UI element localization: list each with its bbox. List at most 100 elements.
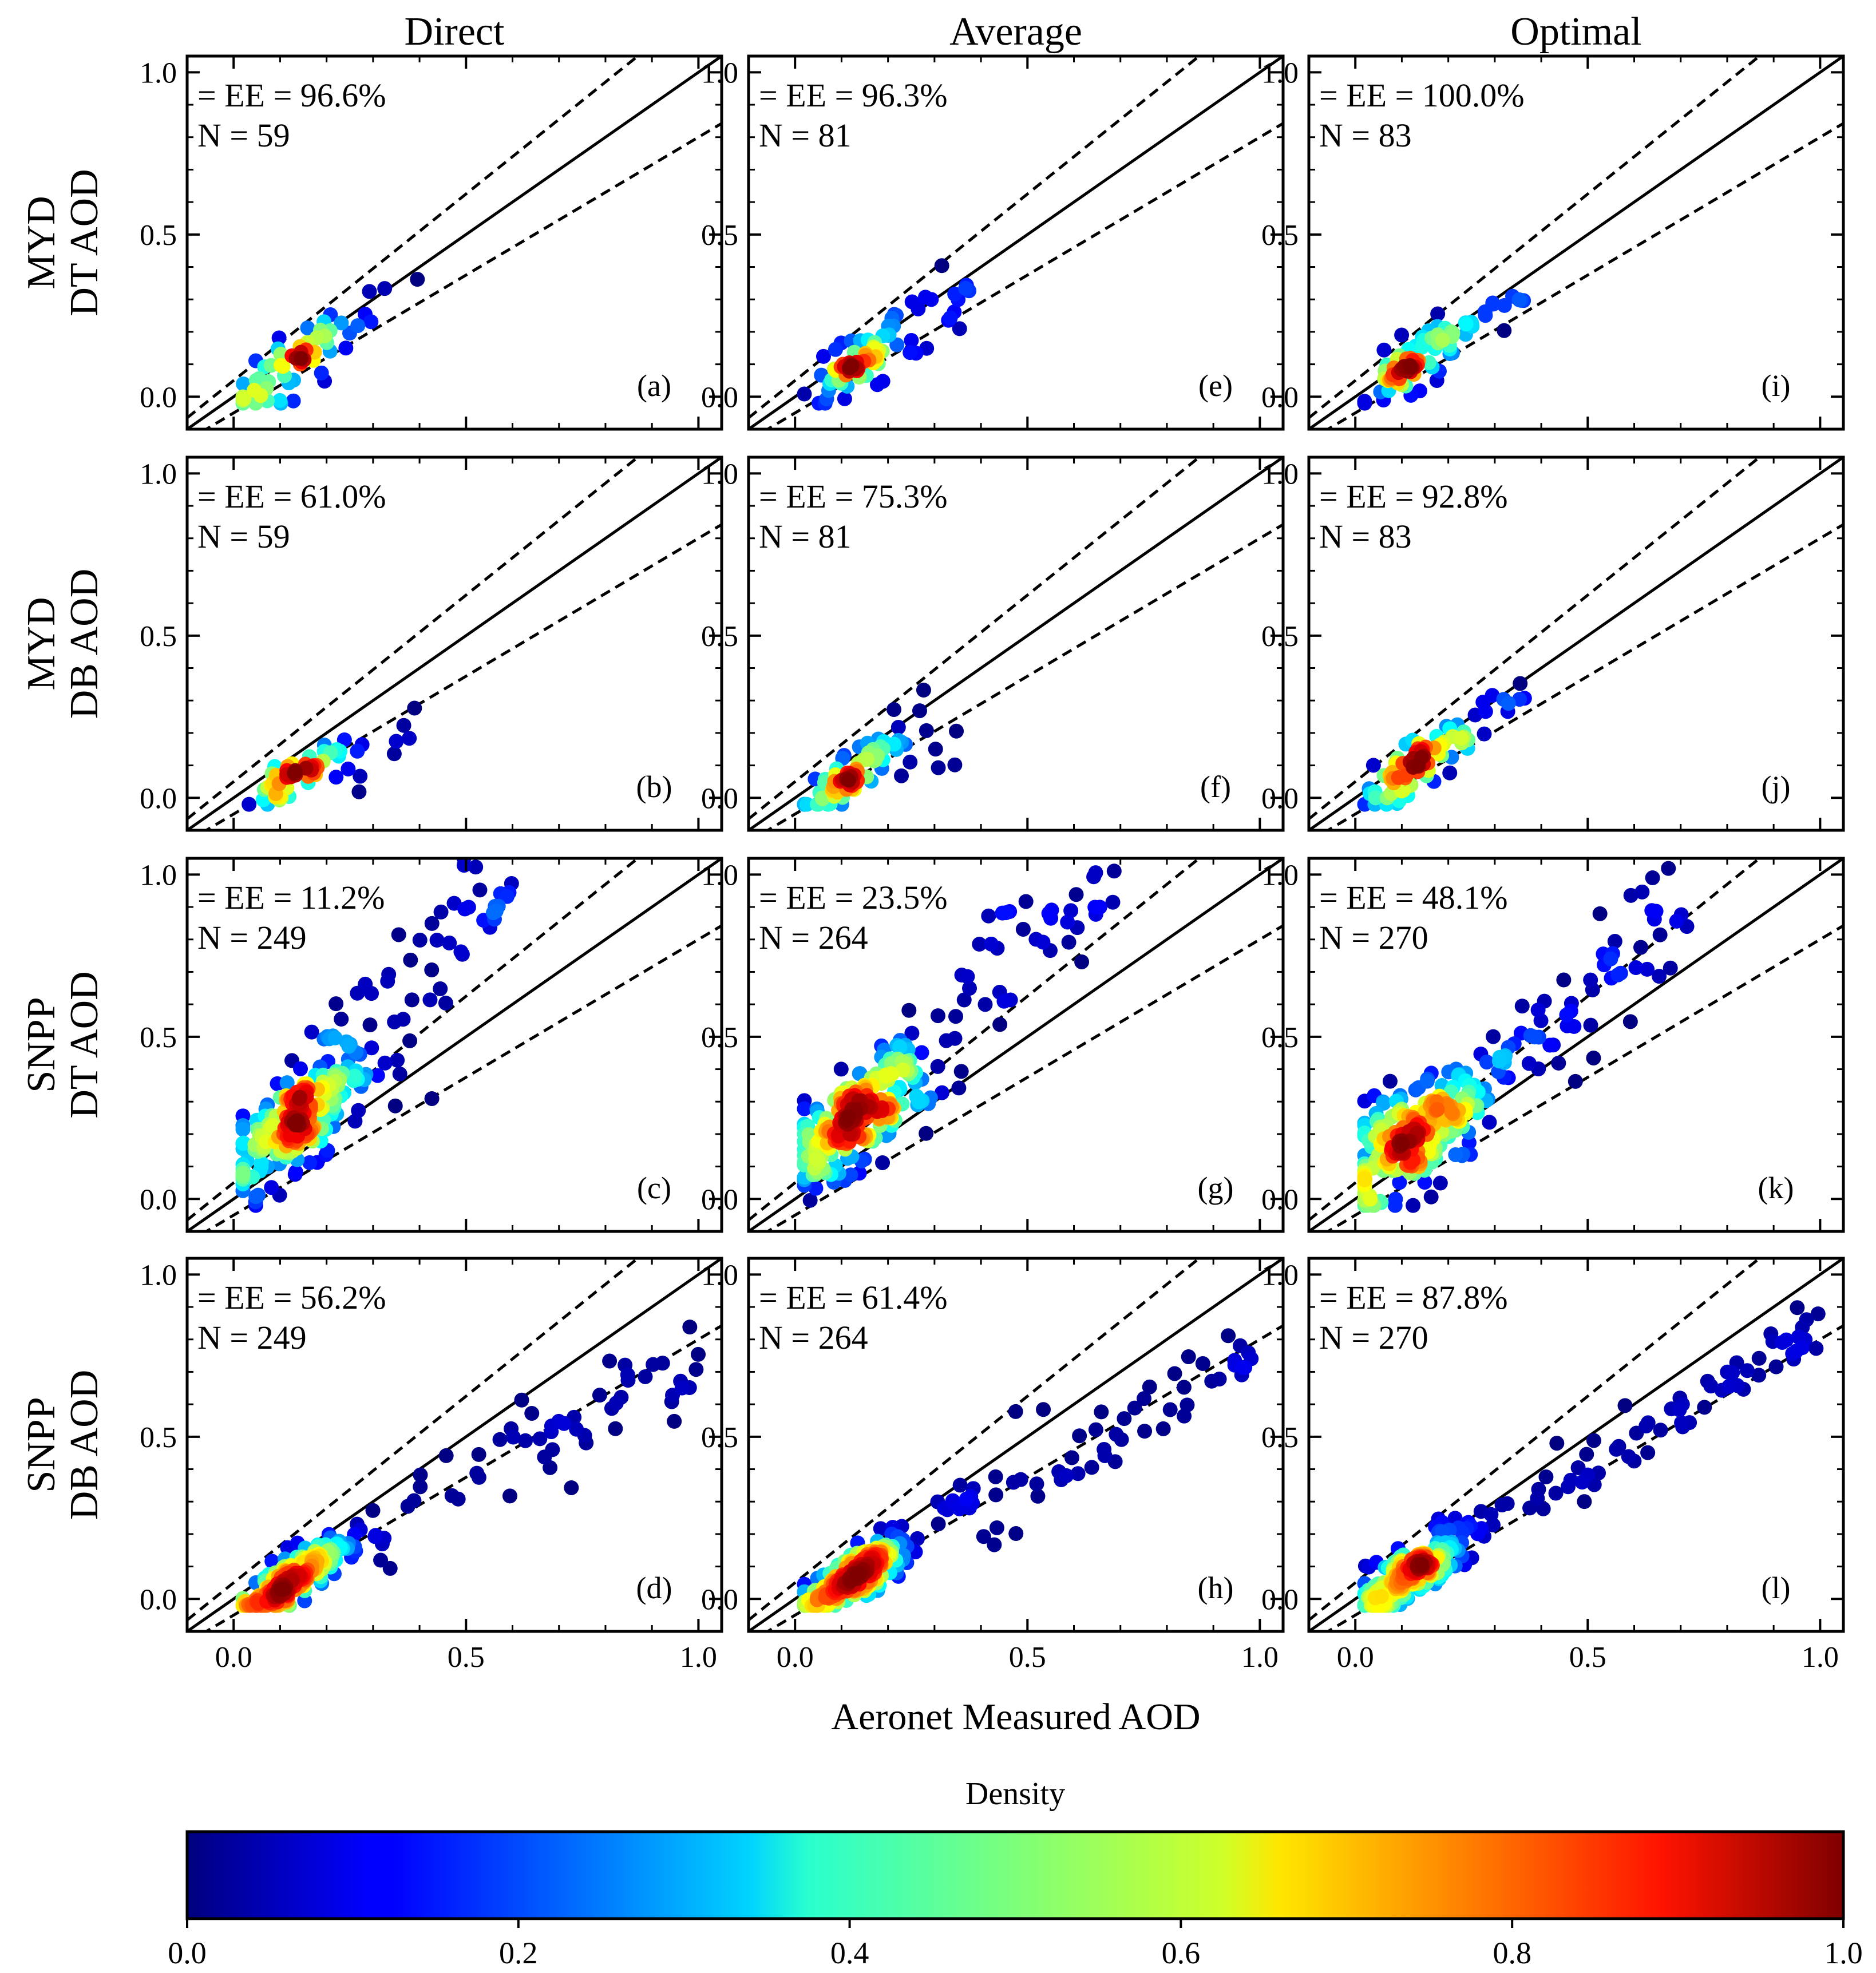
- y-tick-label: 1.0: [1261, 1259, 1299, 1291]
- y-tick-label: 0.0: [140, 1183, 177, 1216]
- scatter-point: [1006, 1475, 1021, 1490]
- scatter-point: [919, 723, 934, 738]
- panel-letter: (i): [1762, 369, 1791, 403]
- scatter-point: [1779, 1332, 1794, 1348]
- scatter-point: [808, 1180, 824, 1196]
- scatter-point: [254, 1155, 269, 1171]
- scatter-panel-b: 0.0 0.5 1.0 = EE = 61.0%N = 59 (b): [140, 455, 723, 832]
- scatter-point: [592, 1388, 607, 1403]
- scatter-panel-c: 0.0 0.5 1.0 = EE = 11.2%N = 249 (c): [140, 857, 723, 1233]
- axes-frame: [747, 455, 1285, 832]
- y-tick-label: 1.0: [140, 458, 177, 490]
- scatter-point: [1491, 1053, 1507, 1069]
- scatter-point: [334, 315, 349, 331]
- column-title: Average: [949, 10, 1082, 54]
- scatter-point: [931, 1516, 946, 1532]
- scatter-point: [1041, 906, 1056, 921]
- scatter-point: [1094, 1404, 1109, 1420]
- scatter-point: [518, 1433, 533, 1448]
- scatter-point: [976, 1529, 991, 1544]
- scatter-point: [386, 746, 402, 762]
- y-tick-label: 0.5: [1261, 1421, 1299, 1454]
- scatter-panel-h: 0.0 0.5 1.0 0.0 0.5 1.0 = EE = 61.4%N = 264 (h): [701, 1257, 1285, 1674]
- y-tick-label: 1.0: [1261, 458, 1299, 490]
- scatter-point: [1790, 1300, 1805, 1316]
- ee-lower-line: [1325, 924, 1843, 1231]
- scatter-point: [365, 1503, 381, 1518]
- scatter-point: [363, 314, 379, 330]
- scatter-point: [996, 993, 1012, 1009]
- x-tick-label: 1.0: [680, 1641, 717, 1674]
- panel-letter: (c): [637, 1171, 671, 1205]
- scatter-point: [1417, 1175, 1432, 1190]
- scatter-point: [1357, 394, 1372, 409]
- panel-letter: (k): [1758, 1171, 1794, 1205]
- x-tick-label: 0.0: [1337, 1641, 1374, 1674]
- scatter-point: [1212, 1372, 1227, 1387]
- ee-upper-line: [749, 858, 1202, 1222]
- scatter-point: [852, 1066, 868, 1081]
- scatter-point: [1387, 1198, 1403, 1213]
- ee-stat-label: = EE = 100.0%: [1319, 77, 1525, 114]
- axis-ticks: [1308, 858, 1843, 1233]
- axes-frame: [185, 455, 723, 832]
- scatter-point: [367, 1529, 383, 1544]
- scatter-panel-j: 0.0 0.5 1.0 = EE = 92.8%N = 83 (j): [1261, 455, 1845, 832]
- panel-letter: (j): [1762, 770, 1791, 804]
- scatter-point: [1623, 888, 1638, 903]
- scatter-point: [1628, 960, 1644, 976]
- scatter-point: [930, 1008, 945, 1024]
- scatter-point: [1137, 1424, 1153, 1439]
- scatter-point: [358, 976, 373, 992]
- ee-stat-label: = EE = 48.1%: [1319, 879, 1508, 916]
- scatter-point: [903, 754, 918, 770]
- scatter-point: [293, 1061, 308, 1076]
- scatter-point: [564, 1480, 579, 1495]
- colorbar-tick-label: 0.8: [1493, 1936, 1531, 1970]
- y-tick-label: 0.5: [701, 1421, 738, 1454]
- scatter-point: [1064, 1450, 1079, 1465]
- scatter-point: [1482, 1115, 1497, 1130]
- scatter-point: [334, 1012, 349, 1027]
- column-title: Direct: [405, 10, 505, 54]
- scatter-point: [1725, 1365, 1740, 1380]
- scatter-point: [1092, 900, 1107, 915]
- scatter-point: [569, 1421, 584, 1437]
- scatter-point: [351, 784, 367, 799]
- scatter-point: [958, 280, 973, 296]
- scatter-point: [329, 770, 344, 785]
- scatter-point: [934, 1085, 949, 1100]
- scatter-point: [909, 1531, 925, 1546]
- scatter-point: [1477, 726, 1492, 742]
- scatter-point: [844, 358, 860, 374]
- scatter-point: [433, 981, 448, 997]
- scatter-point: [412, 932, 428, 948]
- scatter-point: [1181, 1349, 1196, 1365]
- scatter-point: [288, 1164, 303, 1180]
- y-tick-label: 0.0: [1261, 782, 1299, 815]
- scatter-point: [894, 768, 909, 783]
- scatter-point: [1142, 1379, 1157, 1394]
- scatter-point: [556, 1416, 572, 1431]
- axis-ticks: [747, 56, 1283, 430]
- scatter-point: [275, 1582, 291, 1597]
- scatter-point: [928, 742, 943, 757]
- y-tick-label: 0.0: [701, 782, 738, 815]
- scatter-point: [1088, 865, 1103, 881]
- plot-area: [187, 457, 722, 830]
- scatter-point: [235, 1122, 251, 1137]
- scatter-point: [977, 997, 993, 1012]
- scatter-point: [1577, 1494, 1592, 1510]
- scatter-point: [1640, 961, 1655, 977]
- scatter-point: [1478, 308, 1493, 323]
- y-tick-label: 0.0: [701, 1183, 738, 1216]
- scatter-point: [1376, 342, 1392, 358]
- scatter-point: [1374, 1588, 1389, 1604]
- scatter-point: [841, 1109, 856, 1124]
- scatter-point: [1485, 1518, 1501, 1533]
- panel-letter: (g): [1198, 1171, 1234, 1205]
- scatter-point: [1674, 1415, 1689, 1431]
- ee-upper-line: [187, 457, 640, 821]
- scatter-point: [841, 772, 857, 788]
